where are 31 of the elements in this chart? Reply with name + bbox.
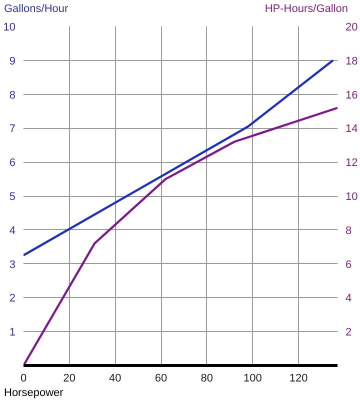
- y-tick-label: 3: [9, 258, 16, 271]
- y2-tick-label: 12: [346, 157, 358, 170]
- y-tick-label: 1: [9, 326, 16, 339]
- y2-tick-label: 18: [346, 55, 358, 68]
- x-tick-label: 20: [63, 372, 76, 384]
- x-tick-label: 40: [109, 372, 122, 384]
- y2-axis-title: HP-Hours/Gallon: [264, 2, 348, 17]
- y-tick-label: 4: [9, 224, 16, 237]
- x-tick-label: 60: [154, 372, 168, 384]
- y-tick-label: 5: [9, 191, 16, 203]
- y2-tick-label: 16: [346, 89, 358, 102]
- y2-tick-label: 20: [346, 22, 358, 34]
- y2-tick-label: 4: [346, 292, 352, 305]
- y2-tick-label: 2: [346, 326, 352, 339]
- y-tick-label: 7: [9, 123, 16, 136]
- y2-tick-label: 10: [346, 191, 358, 203]
- y2-tick-label: 8: [346, 224, 352, 237]
- x-tick-label: 100: [244, 372, 262, 384]
- y-tick-label: 2: [9, 292, 16, 305]
- y-axis-title: Gallons/Hour: [4, 2, 68, 17]
- y-tick-label: 8: [9, 89, 16, 102]
- y-tick-label: 10: [3, 22, 16, 34]
- y2-tick-label: 14: [346, 123, 358, 136]
- x-tick-label: 120: [289, 372, 308, 384]
- line-series: [24, 106, 338, 366]
- x-tick-label: 80: [200, 372, 213, 384]
- y-tick-label: 9: [9, 55, 16, 68]
- x-axis-title: Horsepower: [3, 386, 64, 401]
- y-tick-label: 6: [9, 157, 16, 170]
- y2-tick-label: 6: [346, 258, 352, 271]
- x-tick-label: 0: [20, 372, 27, 384]
